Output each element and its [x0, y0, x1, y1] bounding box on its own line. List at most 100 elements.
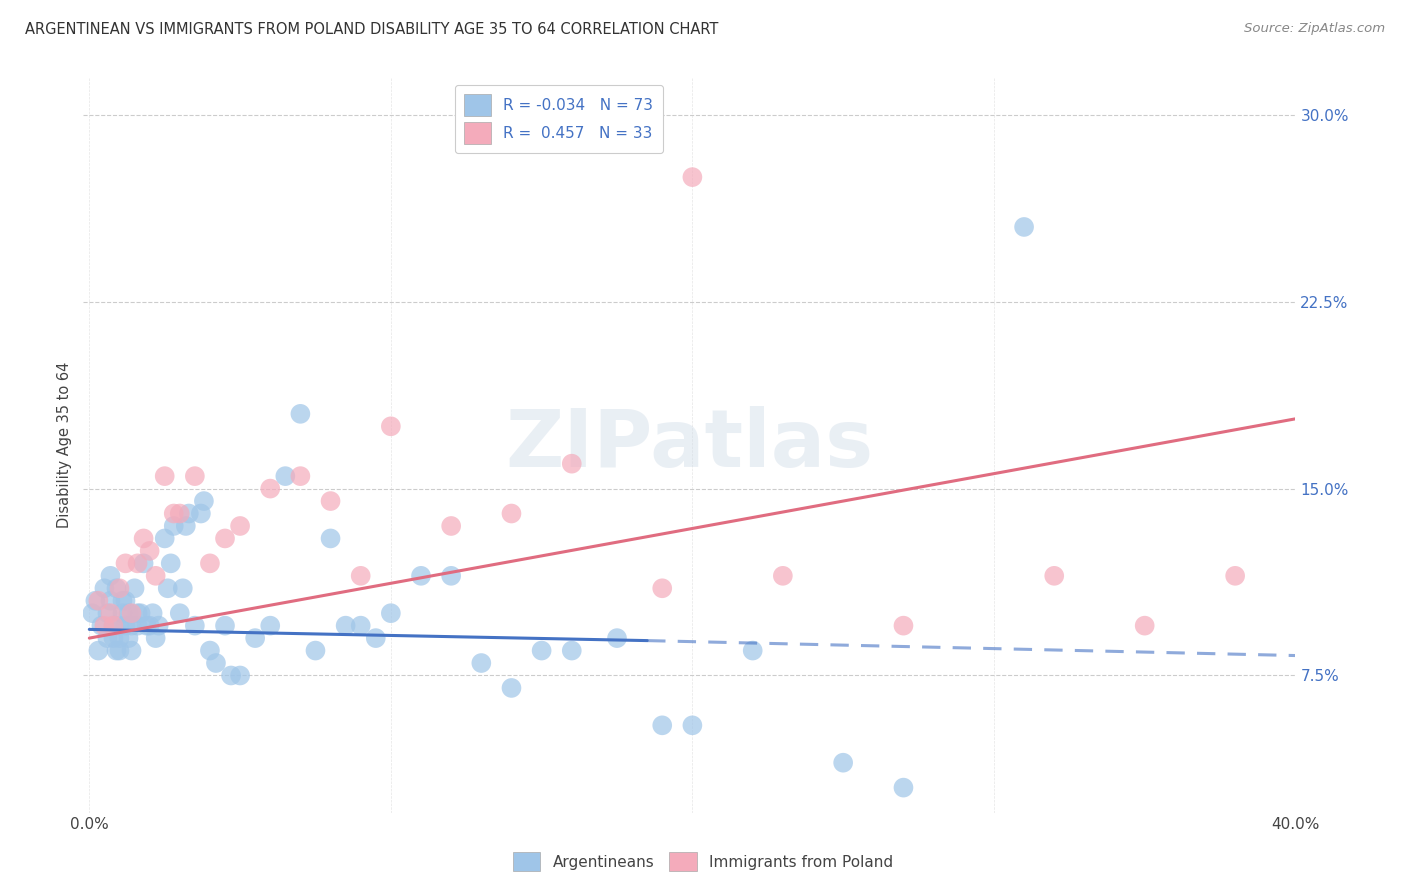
Point: [96, 631, 118, 645]
Point: [501, 507, 523, 521]
Point: [350, 569, 373, 583]
Text: ARGENTINEAN VS IMMIGRANTS FROM POLAND DISABILITY AGE 35 TO 64 CORRELATION CHART: ARGENTINEAN VS IMMIGRANTS FROM POLAND DI…: [25, 22, 718, 37]
Point: [651, 718, 673, 732]
Point: [153, 469, 176, 483]
Point: [138, 544, 160, 558]
Legend: R = -0.034   N = 73, R =  0.457   N = 33: R = -0.034 N = 73, R = 0.457 N = 33: [454, 85, 662, 153]
Point: [127, 618, 149, 632]
Point: [190, 507, 212, 521]
Point: [100, 606, 122, 620]
Point: [364, 631, 387, 645]
Point: [117, 631, 139, 645]
Point: [259, 482, 281, 496]
Point: [193, 494, 215, 508]
Text: Source: ZipAtlas.com: Source: ZipAtlas.com: [1244, 22, 1385, 36]
Point: [93, 618, 115, 632]
Point: [440, 569, 463, 583]
Point: [259, 618, 281, 632]
Point: [103, 618, 125, 632]
Point: [132, 532, 155, 546]
Point: [470, 656, 492, 670]
Point: [105, 581, 128, 595]
Point: [114, 593, 136, 607]
Point: [163, 507, 186, 521]
Point: [111, 606, 134, 620]
Point: [169, 606, 191, 620]
Point: [198, 643, 221, 657]
Point: [274, 469, 297, 483]
Point: [1012, 219, 1035, 234]
Point: [214, 618, 236, 632]
Point: [380, 419, 402, 434]
Point: [681, 170, 703, 185]
Point: [350, 618, 373, 632]
Point: [127, 557, 149, 571]
Point: [409, 569, 432, 583]
Point: [606, 631, 628, 645]
Point: [184, 469, 207, 483]
Point: [319, 532, 342, 546]
Point: [138, 618, 160, 632]
Point: [184, 618, 207, 632]
Point: [177, 507, 200, 521]
Point: [121, 606, 143, 620]
Point: [108, 631, 131, 645]
Point: [84, 593, 107, 607]
Point: [159, 557, 181, 571]
Point: [103, 631, 125, 645]
Point: [114, 557, 136, 571]
Point: [205, 656, 228, 670]
Point: [129, 606, 152, 620]
Point: [96, 606, 118, 620]
Point: [319, 494, 342, 508]
Point: [93, 581, 115, 595]
Point: [111, 593, 134, 607]
Point: [132, 557, 155, 571]
Legend: Argentineans, Immigrants from Poland: Argentineans, Immigrants from Poland: [506, 847, 900, 877]
Point: [198, 557, 221, 571]
Point: [103, 618, 125, 632]
Point: [893, 780, 915, 795]
Point: [335, 618, 357, 632]
Point: [156, 581, 179, 595]
Point: [651, 581, 673, 595]
Point: [214, 532, 236, 546]
Point: [145, 631, 167, 645]
Point: [174, 519, 197, 533]
Point: [172, 581, 194, 595]
Point: [290, 469, 312, 483]
Point: [243, 631, 266, 645]
Point: [87, 593, 110, 607]
Point: [741, 643, 763, 657]
Point: [108, 643, 131, 657]
Point: [304, 643, 326, 657]
Point: [380, 606, 402, 620]
Point: [501, 681, 523, 695]
Point: [142, 606, 165, 620]
Y-axis label: Disability Age 35 to 64: Disability Age 35 to 64: [58, 362, 72, 528]
Point: [561, 457, 583, 471]
Point: [148, 618, 170, 632]
Point: [440, 519, 463, 533]
Point: [561, 643, 583, 657]
Point: [135, 618, 157, 632]
Point: [169, 507, 191, 521]
Point: [530, 643, 553, 657]
Point: [121, 618, 143, 632]
Point: [87, 643, 110, 657]
Point: [1133, 618, 1156, 632]
Point: [108, 618, 131, 632]
Point: [681, 718, 703, 732]
Point: [1043, 569, 1066, 583]
Point: [145, 569, 167, 583]
Text: ZIPatlas: ZIPatlas: [505, 406, 873, 484]
Point: [229, 668, 252, 682]
Point: [100, 593, 122, 607]
Point: [229, 519, 252, 533]
Point: [772, 569, 794, 583]
Point: [219, 668, 242, 682]
Point: [1223, 569, 1246, 583]
Point: [100, 569, 122, 583]
Point: [290, 407, 312, 421]
Point: [153, 532, 176, 546]
